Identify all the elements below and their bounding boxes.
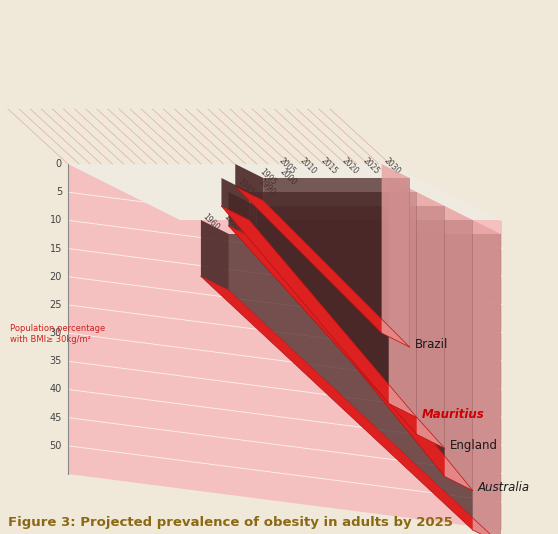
Polygon shape bbox=[257, 246, 473, 491]
Text: Population percentage
with BMI≥ 30kg/m²: Population percentage with BMI≥ 30kg/m² bbox=[10, 324, 105, 344]
Polygon shape bbox=[417, 192, 445, 449]
Text: 2010: 2010 bbox=[298, 156, 318, 176]
Text: Figure 3: Projected prevalence of obesity in adults by 2025: Figure 3: Projected prevalence of obesit… bbox=[8, 516, 453, 529]
Polygon shape bbox=[229, 192, 257, 240]
Polygon shape bbox=[257, 206, 445, 449]
Text: 35: 35 bbox=[50, 356, 62, 366]
Text: 1965: 1965 bbox=[222, 212, 242, 232]
Polygon shape bbox=[68, 164, 502, 220]
Text: Mauritius: Mauritius bbox=[422, 408, 484, 421]
Text: 1960: 1960 bbox=[201, 212, 221, 232]
Polygon shape bbox=[68, 164, 502, 530]
Text: 0: 0 bbox=[56, 159, 62, 169]
Text: 10: 10 bbox=[50, 215, 62, 225]
Polygon shape bbox=[263, 178, 410, 347]
Text: 25: 25 bbox=[50, 300, 62, 310]
Polygon shape bbox=[222, 178, 249, 220]
Polygon shape bbox=[285, 220, 473, 491]
Polygon shape bbox=[445, 206, 473, 491]
Text: 30: 30 bbox=[50, 328, 62, 338]
Text: 2005: 2005 bbox=[277, 156, 297, 176]
Text: 1975: 1975 bbox=[249, 205, 270, 225]
Text: 45: 45 bbox=[50, 413, 62, 422]
Polygon shape bbox=[222, 206, 417, 418]
Text: 1995: 1995 bbox=[258, 167, 278, 187]
Polygon shape bbox=[201, 220, 229, 290]
Text: 2020: 2020 bbox=[340, 156, 360, 176]
Polygon shape bbox=[382, 164, 410, 347]
Polygon shape bbox=[473, 220, 501, 534]
Text: 40: 40 bbox=[50, 384, 62, 395]
Text: 5: 5 bbox=[56, 187, 62, 197]
Polygon shape bbox=[229, 226, 445, 449]
Polygon shape bbox=[249, 192, 417, 418]
Polygon shape bbox=[235, 164, 263, 201]
Text: 50: 50 bbox=[50, 441, 62, 451]
Text: England: England bbox=[450, 439, 498, 452]
Text: Australia: Australia bbox=[478, 481, 530, 494]
Polygon shape bbox=[229, 234, 501, 534]
Text: 1980: 1980 bbox=[243, 191, 262, 211]
Polygon shape bbox=[257, 206, 285, 260]
Text: 2015: 2015 bbox=[319, 156, 339, 176]
Text: 2000: 2000 bbox=[278, 167, 299, 187]
Text: 1970: 1970 bbox=[243, 212, 263, 232]
Polygon shape bbox=[389, 178, 417, 418]
Text: 20: 20 bbox=[50, 272, 62, 282]
Text: Brazil: Brazil bbox=[415, 337, 448, 351]
Text: 2030: 2030 bbox=[382, 156, 402, 176]
Polygon shape bbox=[235, 186, 410, 347]
Text: 1990: 1990 bbox=[256, 177, 276, 197]
Text: 1985: 1985 bbox=[235, 177, 256, 197]
Text: 2025: 2025 bbox=[360, 156, 381, 176]
Text: 15: 15 bbox=[50, 244, 62, 254]
Polygon shape bbox=[201, 277, 501, 534]
